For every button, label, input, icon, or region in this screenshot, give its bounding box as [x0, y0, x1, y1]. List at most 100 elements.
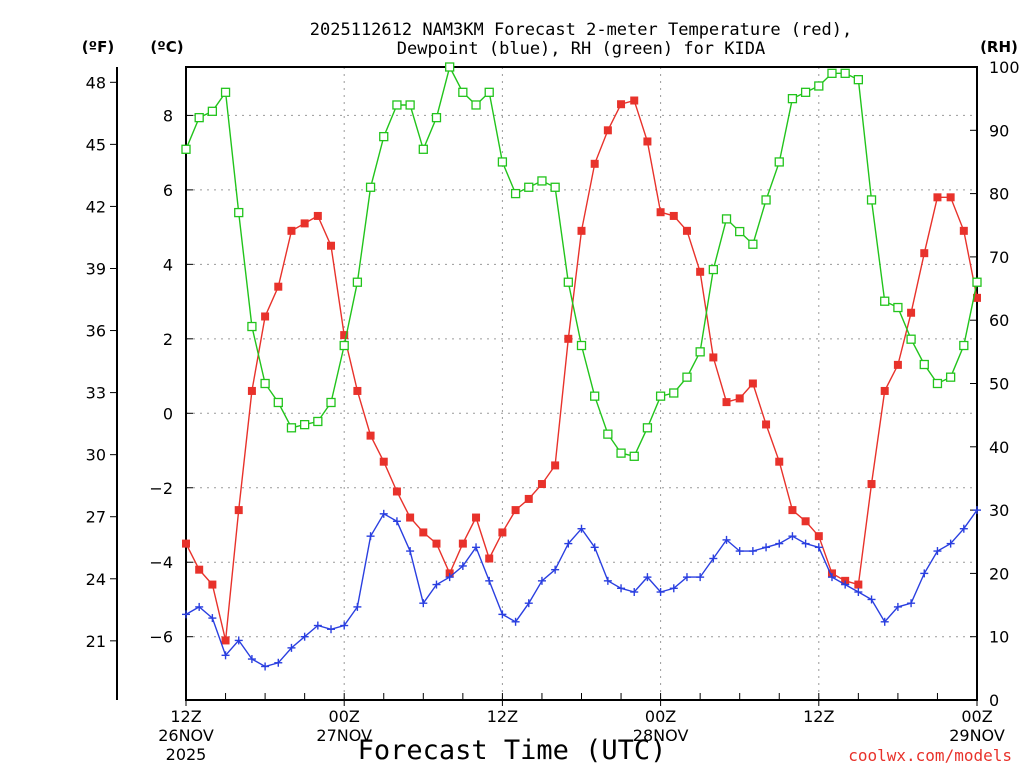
dewpoint-point — [221, 651, 230, 660]
dewpoint-point — [366, 532, 375, 541]
dewpoint-point — [893, 602, 902, 611]
dewpoint-point — [682, 573, 691, 582]
rh-tick-label: 30 — [989, 501, 1009, 520]
temperature-point — [221, 636, 230, 645]
dewpoint-point — [234, 636, 243, 645]
rh-point — [445, 62, 455, 72]
dewpoint-point — [854, 588, 863, 597]
temperature-point — [643, 137, 652, 146]
temperature-point — [287, 226, 296, 235]
dewpoint-point — [406, 547, 415, 556]
data-series — [181, 62, 982, 671]
dewpoint-point — [208, 614, 217, 623]
rh-point — [194, 112, 204, 123]
fahrenheit-tick-label: 21 — [86, 632, 106, 651]
temperature-point — [669, 211, 678, 220]
dewpoint-point — [577, 524, 586, 533]
dewpoint-point — [748, 547, 757, 556]
x-tick-label: 27NOV — [316, 726, 372, 745]
grid-lines — [186, 67, 977, 700]
rh-point — [181, 144, 191, 154]
temperature-point — [946, 193, 955, 202]
temperature-point — [577, 226, 586, 235]
temperature-point — [419, 528, 428, 537]
rh-point — [972, 277, 982, 287]
dewpoint-point — [498, 610, 507, 619]
dewpoint-point — [458, 561, 467, 570]
temperature-point — [366, 431, 375, 440]
rh-point — [563, 277, 573, 287]
x-tick-label: 29NOV — [949, 726, 1005, 745]
rh-point — [748, 239, 758, 249]
x-tick-label: 12Z — [487, 707, 518, 726]
dewpoint-point — [590, 543, 599, 552]
rh-point — [800, 87, 811, 97]
temperature-point — [959, 226, 968, 235]
dewpoint-point — [656, 588, 665, 597]
temperature-point — [300, 219, 309, 228]
temperature-point — [880, 386, 889, 395]
dewpoint-point — [933, 547, 942, 556]
rh-point — [682, 372, 692, 382]
fahrenheit-tick-label: 24 — [86, 570, 106, 589]
temperature-point — [313, 211, 322, 220]
rh-point — [497, 157, 508, 167]
rh-point — [524, 182, 534, 192]
dewpoint-point — [827, 573, 836, 582]
temperature-point — [775, 457, 784, 466]
rh-point — [853, 75, 863, 85]
rh-point — [866, 195, 877, 205]
temperature-point — [261, 312, 270, 321]
temperature-point — [472, 513, 481, 522]
dewpoint-point — [564, 539, 573, 548]
rh-point — [616, 448, 626, 458]
celsius-tick-label: −4 — [149, 553, 173, 572]
temperature-point — [274, 282, 283, 291]
rh-line — [185, 65, 978, 458]
temperature-point — [603, 126, 612, 135]
temperature-point — [814, 532, 823, 541]
dewpoint-point — [841, 580, 850, 589]
chart-title-line-2: Dewpoint (blue), RH (green) for KIDA — [397, 39, 765, 59]
rh-point — [405, 100, 415, 110]
x-tick-label: 00Z — [329, 707, 360, 726]
rh-point — [418, 144, 428, 154]
rh-point — [286, 423, 297, 433]
dewpoint-point — [959, 524, 968, 533]
dewpoint-point — [247, 655, 256, 664]
temperature-point — [907, 308, 916, 317]
rh-point — [840, 68, 850, 78]
rh-point — [352, 277, 363, 287]
dewpoint-point — [300, 632, 309, 641]
temperature-point — [551, 461, 560, 470]
celsius-tick-label: 4 — [163, 255, 173, 274]
dewpoint-point — [709, 554, 718, 563]
fahrenheit-tick-label: 48 — [86, 73, 106, 92]
dewpoint-point — [472, 543, 481, 552]
rh-tick-label: 0 — [989, 691, 999, 710]
dewpoint-point — [907, 599, 916, 608]
temperature-point — [590, 159, 599, 168]
temperature-point — [933, 193, 942, 202]
celsius-tick-label: 6 — [163, 181, 173, 200]
tick-labels: −6−4−20246821242730333639424548010203040… — [86, 58, 1020, 764]
rh-point — [273, 397, 283, 408]
dewpoint-point — [630, 588, 639, 597]
celsius-tick-label: 0 — [163, 404, 173, 423]
rh-tick-label: 60 — [989, 311, 1009, 330]
rh-point — [458, 87, 468, 97]
dewpoint-point — [445, 573, 454, 582]
temperature-point — [748, 379, 757, 388]
rh-point — [339, 340, 349, 351]
temperature-point — [854, 580, 863, 589]
rh-point — [774, 157, 784, 167]
fahrenheit-tick-label: 42 — [86, 197, 106, 216]
rh-point — [814, 81, 824, 91]
rh-point — [365, 182, 376, 192]
temperature-point — [458, 539, 467, 548]
temperature-point — [406, 513, 415, 522]
rh-point — [260, 378, 270, 389]
rh-tick-label: 40 — [989, 438, 1009, 457]
rh-point — [708, 264, 718, 275]
rh-point — [959, 340, 969, 351]
